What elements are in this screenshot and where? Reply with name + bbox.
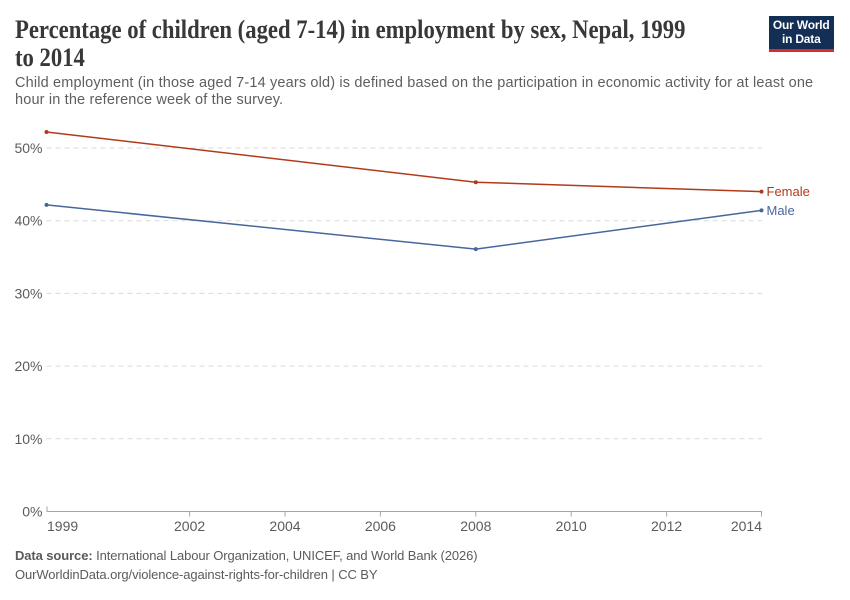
svg-text:2008: 2008 — [460, 518, 491, 534]
svg-text:2012: 2012 — [651, 518, 682, 534]
svg-text:2006: 2006 — [365, 518, 396, 534]
svg-text:Female: Female — [767, 184, 810, 199]
svg-text:30%: 30% — [14, 285, 42, 301]
svg-text:2002: 2002 — [174, 518, 205, 534]
svg-text:2014: 2014 — [731, 518, 762, 534]
svg-text:1999: 1999 — [47, 518, 78, 534]
svg-text:10%: 10% — [14, 431, 42, 447]
svg-text:0%: 0% — [22, 504, 42, 520]
svg-text:2004: 2004 — [269, 518, 300, 534]
svg-text:2010: 2010 — [556, 518, 587, 534]
svg-text:20%: 20% — [14, 358, 42, 374]
svg-text:40%: 40% — [14, 213, 42, 229]
svg-text:Male: Male — [767, 203, 795, 218]
svg-text:50%: 50% — [14, 140, 42, 156]
